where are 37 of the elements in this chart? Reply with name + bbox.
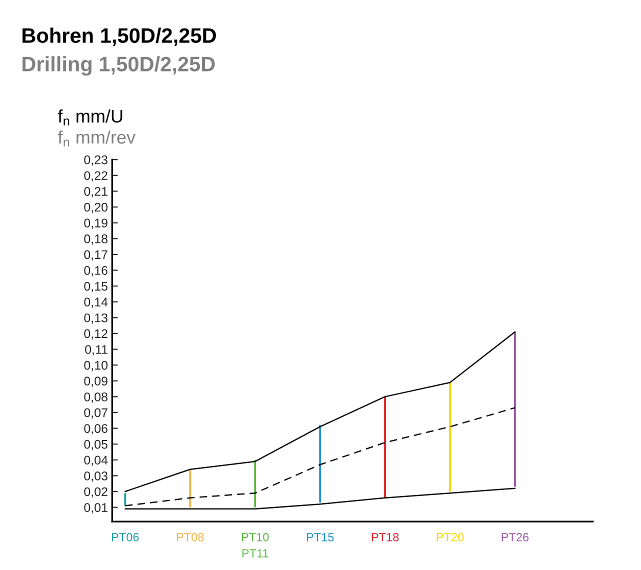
chart-title: Bohren 1,50D/2,25D — [22, 28, 216, 46]
x-tick-label: PT06 — [112, 532, 139, 542]
y-tick-label: 0,16 — [84, 266, 108, 276]
x-tick-label: PT08 — [176, 532, 204, 542]
y-tick-label: 0,06 — [84, 424, 108, 434]
x-tick-label: PT10 PT11 — [242, 532, 269, 558]
y-tick-label: 0,18 — [84, 234, 108, 245]
y-tick-label: 0,13 — [84, 313, 108, 324]
line-series — [124, 488, 516, 510]
y-tick-label: 0,10 — [84, 360, 108, 372]
y-tick-label: 0,15 — [84, 282, 108, 292]
y-tick-label: 0,02 — [84, 487, 108, 498]
x-tick-label: PT20 — [436, 532, 464, 542]
y-tick-label: 0,11 — [85, 345, 108, 356]
line-series — [124, 331, 516, 492]
y-tick-label: 0,08 — [84, 392, 108, 403]
y-tick-label: 0,05 — [84, 440, 108, 450]
y-tick-label: 0,17 — [84, 250, 108, 261]
text: f$_{n}$ mm/rev — [58, 130, 136, 146]
y-tick-label: 0,04 — [84, 456, 108, 466]
y-tick-label: 0,20 — [84, 202, 108, 214]
y-tick-label: 0,12 — [84, 329, 108, 340]
x-tick-label: PT15 — [306, 533, 334, 542]
line-series — [124, 407, 516, 506]
x-tick-label: PT18 — [372, 532, 399, 542]
y-tick-label: 0,14 — [84, 298, 108, 308]
y-tick-label: 0,07 — [84, 408, 108, 419]
y-tick-label: 0,23 — [84, 155, 108, 166]
y-tick-label: 0,22 — [84, 171, 108, 182]
y-tick-label: 0,01 — [84, 503, 108, 514]
y-tick-label: 0,21 — [84, 187, 108, 198]
y-tick-label: 0,19 — [84, 218, 108, 229]
y-axis-title: f$_{n}$ mm/U — [58, 109, 122, 126]
y-tick-label: 0,03 — [84, 472, 108, 482]
y-tick-label: 0,09 — [84, 376, 108, 388]
chart-subtitle: Drilling 1,50D/2,25D — [22, 56, 215, 76]
x-tick-label: PT26 — [502, 532, 529, 542]
